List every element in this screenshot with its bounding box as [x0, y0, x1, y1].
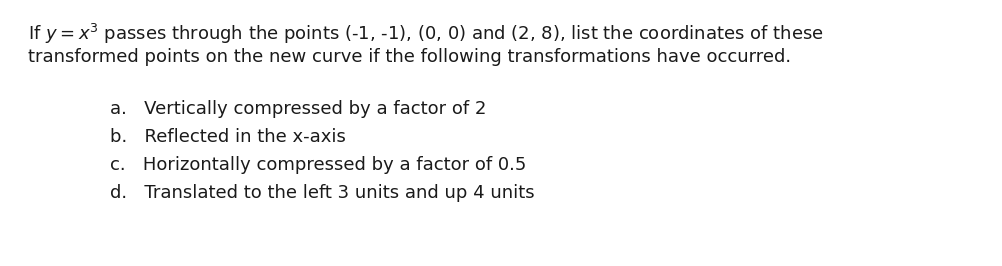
Text: c.   Horizontally compressed by a factor of 0.5: c. Horizontally compressed by a factor o…: [110, 156, 526, 174]
Text: transformed points on the new curve if the following transformations have occurr: transformed points on the new curve if t…: [28, 48, 792, 66]
Text: d.   Translated to the left 3 units and up 4 units: d. Translated to the left 3 units and up…: [110, 184, 535, 202]
Text: If $y = x^3$ passes through the points (-1, -1), (0, 0) and (2, 8), list the coo: If $y = x^3$ passes through the points (…: [28, 22, 824, 46]
Text: b.   Reflected in the x-axis: b. Reflected in the x-axis: [110, 128, 346, 146]
Text: a.   Vertically compressed by a factor of 2: a. Vertically compressed by a factor of …: [110, 100, 486, 118]
